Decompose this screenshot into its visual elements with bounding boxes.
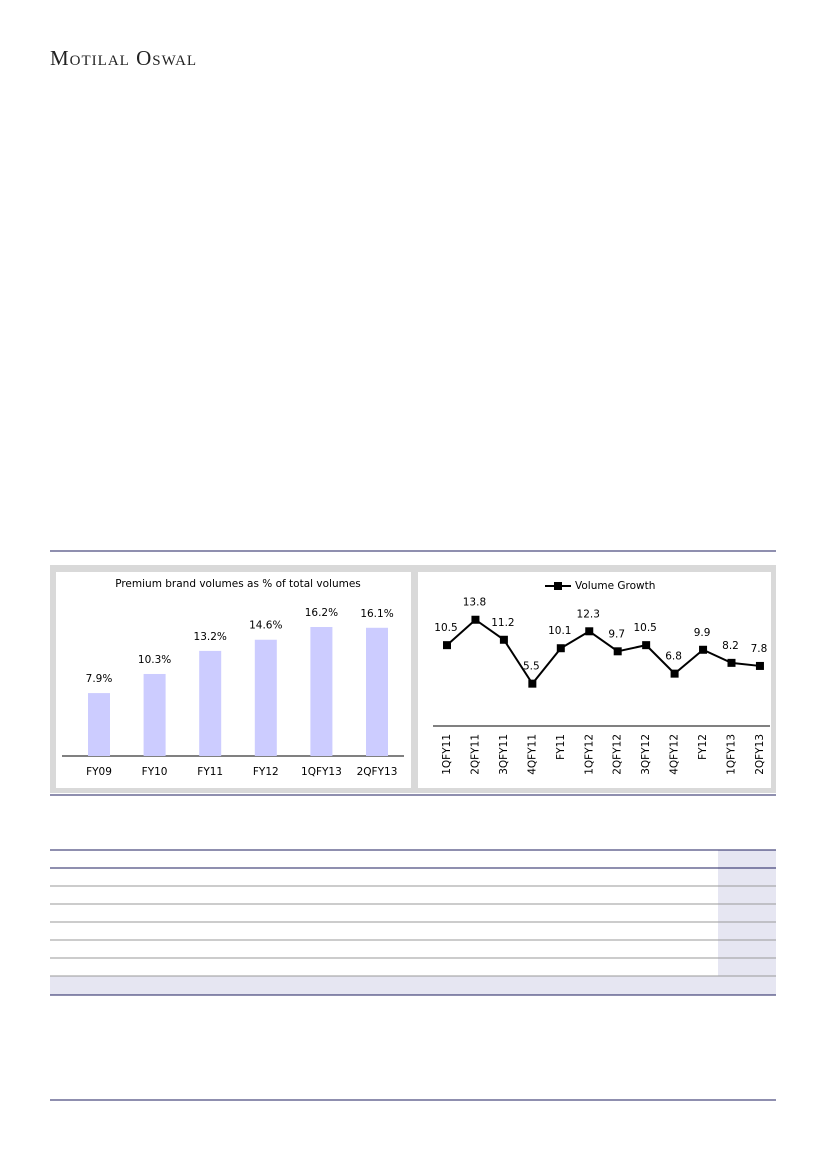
x-tick-label: FY12 [697, 734, 709, 760]
data-label: 14.6% [249, 620, 282, 632]
data-label: 8.2 [722, 640, 739, 652]
chart-box [418, 572, 771, 788]
x-tick-label: 3QFY11 [498, 734, 510, 775]
x-tick-label: FY11 [555, 734, 567, 760]
marker [670, 669, 679, 678]
bar [143, 673, 166, 756]
marker [699, 645, 708, 654]
x-tick-label: 4QFY11 [526, 734, 538, 775]
data-label: 13.2% [194, 631, 227, 643]
table-column-shade [718, 850, 776, 976]
brand: Motilal Oswal [50, 46, 197, 70]
marker [499, 635, 508, 644]
x-tick-label: 2QFY12 [612, 734, 624, 775]
x-tick-label: FY10 [142, 766, 168, 778]
data-label: 7.9% [86, 673, 113, 685]
marker [727, 658, 736, 667]
chart-box [56, 572, 411, 788]
bar [366, 627, 388, 756]
x-tick-label: 3QFY12 [640, 734, 652, 775]
data-label: 7.8 [751, 643, 768, 655]
x-tick-label: 2QFY11 [469, 734, 481, 775]
data-label: 5.5 [523, 661, 540, 673]
x-tick-label: 1QFY11 [441, 734, 453, 775]
legend-label: Volume Growth [575, 580, 655, 592]
bar [88, 693, 110, 756]
data-label: 10.3% [138, 654, 171, 666]
x-tick-label: FY12 [253, 766, 279, 778]
data-label: 9.7 [608, 628, 625, 640]
x-tick-label: 1QFY12 [583, 734, 595, 775]
data-label: 10.5 [434, 622, 457, 634]
data-label: 16.2% [305, 607, 338, 619]
x-tick-label: 2QFY13 [357, 766, 398, 778]
data-label: 16.1% [360, 608, 393, 620]
data-label: 9.9 [694, 627, 711, 639]
x-tick-label: 2QFY13 [754, 734, 766, 775]
bar [254, 639, 277, 756]
data-label: 10.5 [633, 622, 656, 634]
x-tick-label: FY09 [86, 766, 112, 778]
x-tick-label: FY11 [197, 766, 223, 778]
marker [471, 615, 480, 624]
marker [528, 679, 537, 688]
legend-marker [554, 582, 562, 590]
table-row-shade [50, 976, 776, 995]
marker [755, 661, 764, 670]
data-label: 10.1 [548, 625, 571, 637]
chart-title: Premium brand volumes as % of total volu… [115, 578, 361, 590]
data-label: 12.3 [577, 608, 600, 620]
marker [585, 627, 594, 636]
line [446, 618, 761, 686]
data-label: 6.8 [665, 651, 682, 663]
data-label: 13.8 [463, 597, 486, 609]
x-tick-label: 1QFY13 [301, 766, 342, 778]
x-tick-label: 1QFY13 [726, 734, 738, 775]
data-label: 11.2 [491, 617, 514, 629]
bar [199, 650, 222, 756]
marker [556, 644, 565, 653]
marker [443, 641, 451, 650]
marker [613, 647, 622, 656]
x-tick-label: 4QFY12 [669, 734, 681, 775]
table [50, 849, 776, 996]
bar [310, 627, 333, 756]
marker [642, 641, 651, 650]
